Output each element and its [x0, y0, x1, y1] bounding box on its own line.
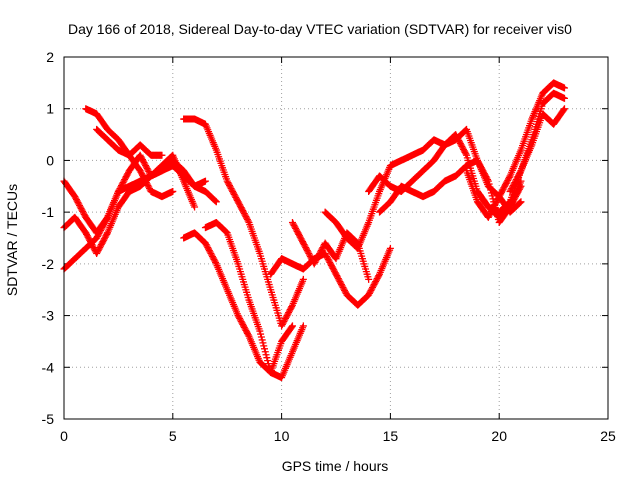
y-tick-label: -5 — [42, 411, 55, 427]
y-tick-label: -3 — [42, 308, 55, 324]
series-pass-6 — [180, 115, 307, 330]
data-point — [462, 126, 470, 134]
data-point — [505, 199, 513, 207]
series-pass-10 — [288, 218, 373, 283]
grid-layer — [64, 57, 608, 419]
series-pass-7 — [180, 229, 296, 376]
data-point — [244, 217, 252, 225]
y-tick-label: -4 — [42, 359, 55, 375]
y-tick-label: 1 — [46, 101, 54, 117]
x-tick-label: 10 — [274, 428, 290, 444]
x-axis-label: GPS time / hours — [281, 458, 389, 474]
series-pass-13 — [376, 156, 525, 216]
data-point — [103, 215, 111, 223]
data-point — [288, 322, 296, 330]
tick-layer: 0 5 10 15 20 25 -5 -4 -3 -2 -1 0 1 2 — [42, 49, 616, 444]
data-point — [462, 150, 470, 158]
data-point — [560, 84, 568, 92]
x-tick-label: 0 — [60, 428, 68, 444]
data-point — [299, 275, 307, 283]
data-point — [212, 197, 220, 205]
data-point — [191, 203, 199, 211]
series-pass-3 — [60, 151, 220, 273]
data-point — [212, 198, 220, 206]
y-tick-label: -2 — [42, 256, 55, 272]
data-point — [375, 272, 383, 280]
data-point — [212, 258, 220, 266]
data-point — [103, 230, 111, 238]
y-tick-label: 0 — [46, 152, 54, 168]
data-point — [516, 199, 524, 207]
data-point — [386, 244, 394, 252]
series-pass-9 — [267, 244, 394, 309]
data-point — [299, 322, 307, 330]
x-tick-label: 5 — [169, 428, 177, 444]
data-point — [515, 199, 523, 207]
data-point — [560, 105, 568, 113]
data-point — [517, 198, 525, 206]
data-point — [244, 331, 252, 339]
data-point — [211, 196, 219, 204]
x-tick-label: 15 — [383, 428, 399, 444]
x-tick-label: 20 — [491, 428, 507, 444]
data-point — [516, 168, 524, 176]
data-point — [560, 94, 568, 102]
data-point — [288, 323, 296, 331]
data-point — [158, 151, 166, 159]
y-tick-label: 2 — [46, 49, 54, 65]
chart-title: Day 166 of 2018, Sidereal Day-to-day VTE… — [68, 21, 572, 37]
series-pass-8 — [201, 218, 307, 382]
series-pass-5 — [93, 125, 166, 159]
data-point — [288, 303, 296, 311]
data-point — [169, 187, 177, 195]
data-point — [201, 177, 209, 185]
data-point — [505, 173, 513, 181]
data-points — [60, 79, 568, 382]
series-pass-16 — [506, 105, 568, 195]
data-point — [516, 184, 524, 192]
y-tick-label: -1 — [42, 204, 55, 220]
plot-frame — [63, 56, 609, 420]
data-point — [560, 106, 568, 114]
x-tick-label: 25 — [600, 428, 616, 444]
data-point — [365, 275, 373, 283]
data-point — [222, 227, 230, 235]
